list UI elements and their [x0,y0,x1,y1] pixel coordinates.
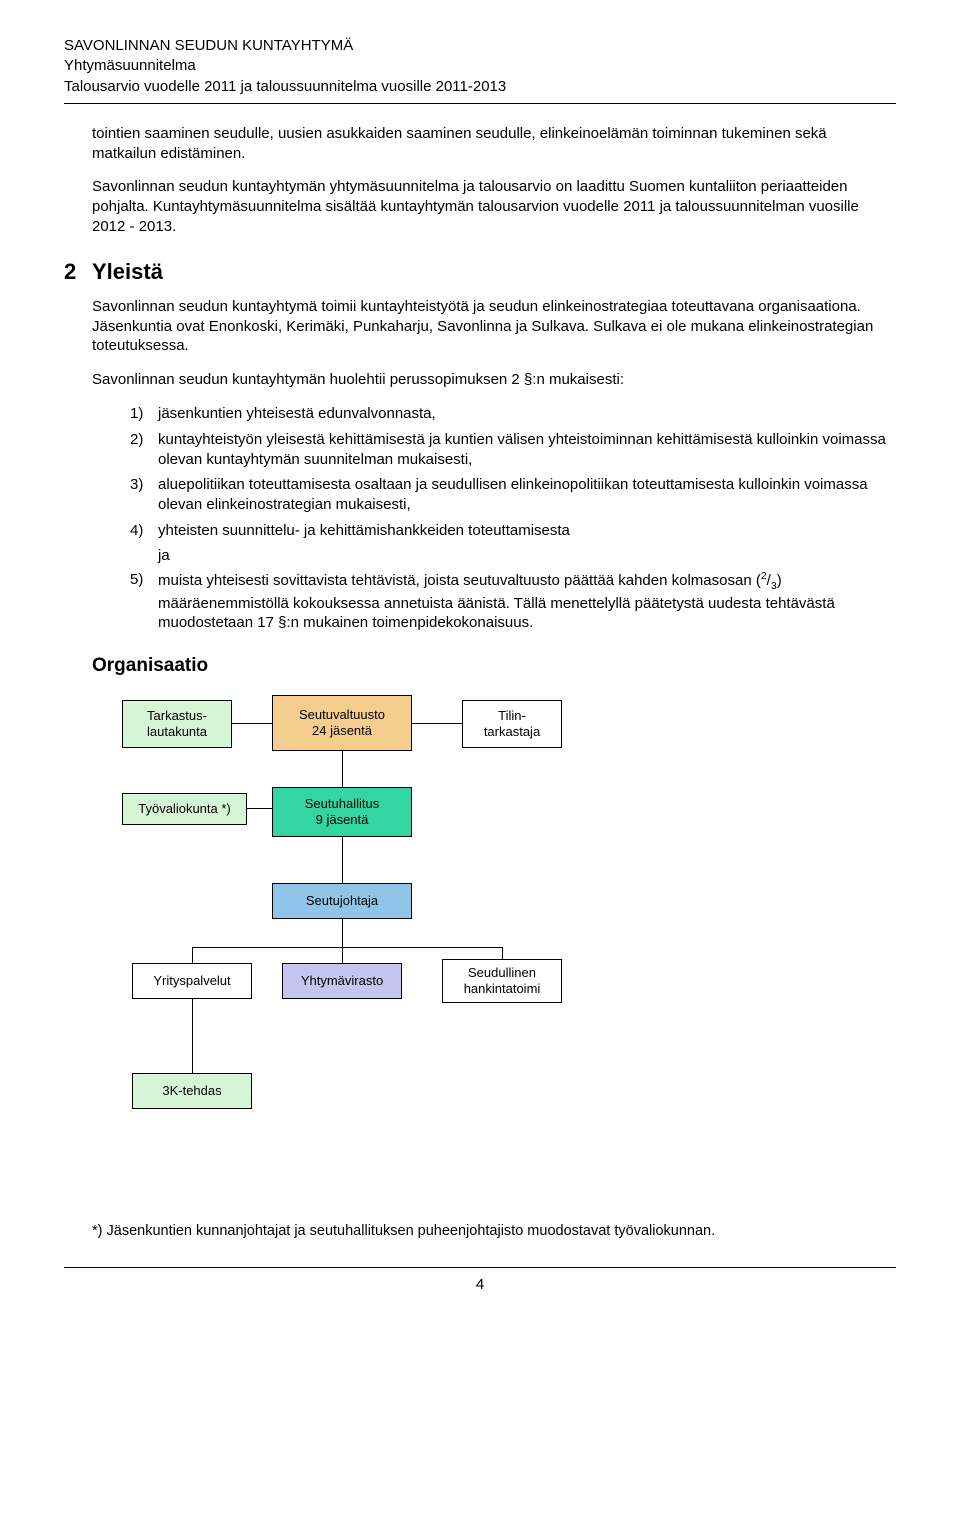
intro-paragraph-1: tointien saaminen seudulle, uusien asukk… [92,124,886,164]
numbered-list: 1)jäsenkuntien yhteisestä edunvalvonnast… [92,404,886,633]
org-box-johtaja: Seutujohtaja [272,883,412,919]
org-connector [192,999,193,1073]
list-conjunction: ja [130,547,886,564]
organisation-chart: Tarkastus-lautakunta Seutuvaltuusto24 jäs… [92,695,632,1215]
list-item: 1)jäsenkuntien yhteisestä edunvalvonnast… [130,404,886,424]
header-line-1: SAVONLINNAN SEUDUN KUNTAYHTYMÄ [64,36,896,56]
org-box-tarkastus: Tarkastus-lautakunta [122,700,232,748]
document-header: SAVONLINNAN SEUDUN KUNTAYHTYMÄ Yhtymäsuu… [64,36,896,104]
org-connector [342,947,343,963]
org-connector [342,919,343,947]
org-box-hallitus: Seutuhallitus9 jäsentä [272,787,412,837]
header-line-3: Talousarvio vuodelle 2011 ja taloussuunn… [64,77,896,97]
org-box-hankinta: Seudullinenhankintatoimi [442,959,562,1003]
org-footnote: *) Jäsenkuntien kunnanjohtajat ja seutuh… [92,1223,886,1239]
section-number: 2 [64,259,92,285]
org-box-valtuusto: Seutuvaltuusto24 jäsentä [272,695,412,751]
org-connector [342,837,343,883]
organisation-heading: Organisaatio [92,655,886,677]
org-box-yritys: Yrityspalvelut [132,963,252,999]
list-item: 4)yhteisten suunnittelu- ja kehittämisha… [130,521,886,541]
org-box-tehdas: 3K-tehdas [132,1073,252,1109]
section-title: Yleistä [92,259,163,285]
org-connector [502,947,503,959]
org-connector [232,723,272,724]
list-item: 5) muista yhteisesti sovittavista tehtäv… [130,570,886,633]
org-box-tyovaliokunta: Työvaliokunta *) [122,793,247,825]
list-item: 2)kuntayhteistyön yleisestä kehittämises… [130,430,886,470]
org-connector [192,947,502,948]
section2-p2: Savonlinnan seudun kuntayhtymän huolehti… [92,370,886,390]
org-box-tilin: Tilin-tarkastaja [462,700,562,748]
header-line-2: Yhtymäsuunnitelma [64,56,896,76]
org-connector [342,751,343,787]
intro-paragraph-2: Savonlinnan seudun kuntayhtymän yhtymäsu… [92,177,886,236]
list-item: 3)aluepolitiikan toteuttamisesta osaltaa… [130,475,886,515]
org-connector [247,808,272,809]
org-box-virasto: Yhtymävirasto [282,963,402,999]
section2-p1: Savonlinnan seudun kuntayhtymä toimii ku… [92,297,886,356]
list-item-5-text: muista yhteisesti sovittavista tehtävist… [158,570,886,633]
org-connector [192,947,193,963]
section-2-heading: 2 Yleistä [64,259,896,285]
page-number: 4 [64,1268,896,1293]
org-connector [412,723,462,724]
